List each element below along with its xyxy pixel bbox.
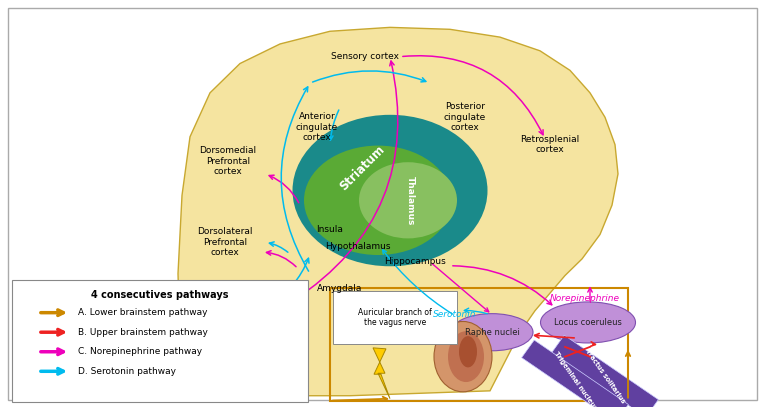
Polygon shape <box>373 348 390 399</box>
Ellipse shape <box>434 322 492 392</box>
Text: Thalamus: Thalamus <box>405 176 415 225</box>
Text: D. Serotonin pathway: D. Serotonin pathway <box>78 367 176 376</box>
Polygon shape <box>178 28 618 396</box>
FancyBboxPatch shape <box>333 291 457 344</box>
Text: Tractus solitarius: Tractus solitarius <box>584 348 626 404</box>
Text: Insula: Insula <box>317 225 343 234</box>
Ellipse shape <box>451 314 533 351</box>
Text: Retrosplenial
cortex: Retrosplenial cortex <box>520 135 580 154</box>
Text: Striatum: Striatum <box>337 143 387 193</box>
Text: A. Lower brainstem pathway: A. Lower brainstem pathway <box>78 308 207 317</box>
Text: Posterior
cingulate
cortex: Posterior cingulate cortex <box>444 102 486 132</box>
Text: B. Upper brainstem pathway: B. Upper brainstem pathway <box>78 328 208 337</box>
Text: Sensory cortex: Sensory cortex <box>331 52 399 61</box>
Text: Norepinephrine: Norepinephrine <box>550 294 620 302</box>
Ellipse shape <box>292 115 487 266</box>
Text: Auricular branch of
the vagus nerve: Auricular branch of the vagus nerve <box>358 308 432 327</box>
Text: Dorsomedial
Prefrontal
cortex: Dorsomedial Prefrontal cortex <box>200 146 256 176</box>
Text: Dorsolateral
Prefrontal
cortex: Dorsolateral Prefrontal cortex <box>197 227 252 257</box>
Ellipse shape <box>359 162 457 239</box>
Ellipse shape <box>541 302 636 343</box>
Text: Raphe nuclei: Raphe nuclei <box>464 328 519 337</box>
Text: Hypothalamus: Hypothalamus <box>325 242 391 251</box>
Text: Hippocampus: Hippocampus <box>384 257 446 266</box>
Ellipse shape <box>304 146 452 255</box>
FancyBboxPatch shape <box>12 280 308 402</box>
Text: Locus coeruleus: Locus coeruleus <box>554 318 622 327</box>
FancyBboxPatch shape <box>552 335 659 417</box>
FancyBboxPatch shape <box>522 340 628 417</box>
Text: 4 consecutives pathways: 4 consecutives pathways <box>91 290 229 300</box>
FancyBboxPatch shape <box>8 8 757 399</box>
Text: Amygdala: Amygdala <box>317 284 363 293</box>
Text: Serotonin: Serotonin <box>433 310 477 319</box>
Text: Anterior
cingulate
cortex: Anterior cingulate cortex <box>296 112 338 142</box>
Text: C. Norepinephrine pathway: C. Norepinephrine pathway <box>78 347 202 356</box>
Ellipse shape <box>459 336 477 367</box>
Text: Trigeminal nucleus: Trigeminal nucleus <box>552 351 597 412</box>
Ellipse shape <box>448 331 484 382</box>
